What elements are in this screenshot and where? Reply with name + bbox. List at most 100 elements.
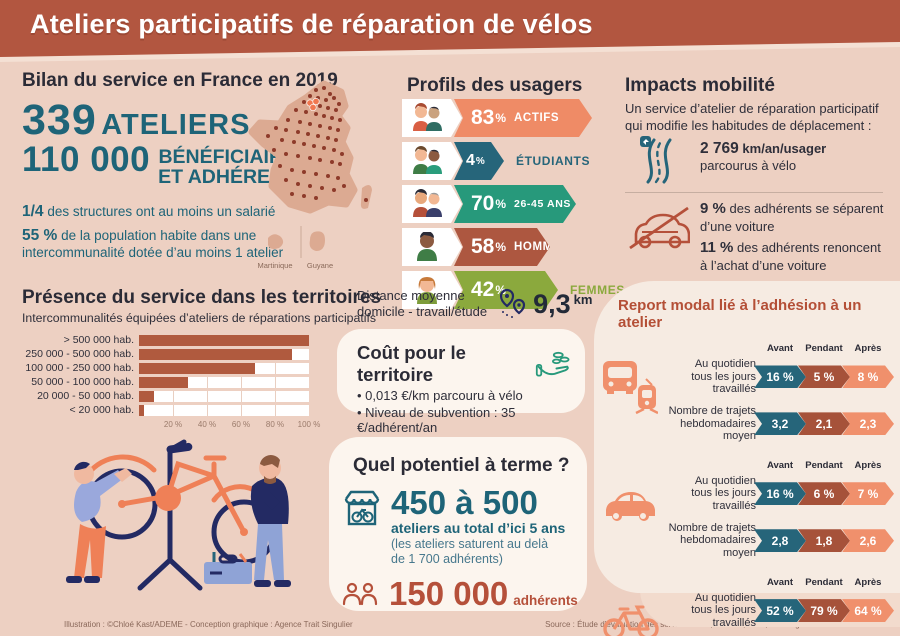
profil-unit: % — [475, 155, 485, 167]
page-title: Ateliers participatifs de réparation de … — [30, 9, 593, 39]
profil-bar-actifs: 83% ACTIFS — [454, 99, 592, 137]
profil-row-femmes: 42% FEMMES — [402, 271, 625, 309]
value-pendant: 5 % — [798, 365, 850, 388]
potentiel-stat1-label: ateliers au total d’ici 5 ans — [391, 520, 566, 537]
car-stat-2: 11 % des adhérents renoncent à l’achat d… — [700, 239, 890, 274]
profil-row-etudiants: 4% ÉTUDIANTS — [402, 142, 625, 180]
report-header-row: Avant Pendant Après — [660, 460, 894, 471]
report-row: Au quotidien tous les jours travaillés 1… — [660, 358, 894, 396]
presence-subtitle: Intercommunalités équipées d’ateliers de… — [22, 311, 377, 325]
fact-salarie-text: des structures ont au moins un salarié — [47, 204, 276, 219]
label-line1: Au quotidien — [694, 591, 756, 604]
hand-coins-icon — [536, 351, 570, 377]
impacts-intro: Un service d’atelier de réparation parti… — [625, 101, 879, 135]
stat-ateliers-label: ATELIERS — [101, 109, 251, 141]
chart-bar — [139, 334, 309, 346]
profils-rows: 83% ACTIFS 4% ÉTUDIANTS — [402, 99, 625, 314]
fact-salarie: 1/4 des structures ont au moins un salar… — [22, 202, 294, 221]
profil-row-hommes: 58% HOMMES — [402, 228, 625, 266]
profil-pill — [402, 142, 462, 180]
distance-label-line2: domicile - travail/étude — [357, 304, 488, 319]
value-pendant: 6 % — [798, 482, 850, 505]
value-apres: 8 % — [842, 365, 894, 388]
report-title: Report modal lié à l’adhésion à un ateli… — [618, 297, 862, 331]
profil-unit: % — [495, 197, 507, 211]
chart-row-label: 100 000 - 250 000 hab. — [25, 362, 134, 374]
value-pendant: 1,8 — [798, 529, 850, 552]
map-label-guyane: Guyane — [307, 261, 333, 270]
label-line2: tous les jours travaillés — [691, 604, 756, 629]
atelier-dots — [266, 86, 368, 202]
potentiel-note-line2: de 1 700 adhérents) — [391, 552, 503, 567]
chart-track — [139, 376, 309, 388]
chart-row-label: 250 000 - 500 000 hab. — [25, 348, 134, 360]
profil-unit: % — [495, 111, 507, 125]
bus-tram-icon — [603, 361, 658, 415]
x-tick: 100 % — [297, 420, 321, 429]
paris-cluster-marker — [306, 97, 320, 111]
chart-x-axis: 20 % 40 % 60 % 80 % 100 % — [139, 418, 320, 429]
profil-value: 83 — [471, 106, 495, 129]
profil-value: 42 — [471, 278, 495, 301]
col-header-apres: Après — [854, 576, 882, 588]
profil-label: FEMMES — [570, 283, 625, 297]
chart-track — [139, 348, 309, 360]
distance-label: Distance moyenne domicile - travail/étud… — [357, 288, 487, 319]
users-icon — [409, 189, 445, 219]
chart-row-label: 20 000 - 50 000 hab. — [37, 390, 134, 402]
value-avant: 16 % — [754, 365, 806, 388]
chart-track — [139, 362, 309, 374]
chart-row: 50 000 - 100 000 hab. — [22, 376, 309, 388]
bilan-title: Bilan du service en France en 2019 — [22, 70, 338, 91]
chart-row: 20 000 - 50 000 hab. — [22, 390, 309, 402]
chart-track — [139, 390, 309, 402]
col-header-pendant: Pendant — [805, 576, 843, 588]
potentiel-title: Quel potentiel à terme ? — [353, 455, 570, 476]
cout-title: Coût pour le territoire — [357, 342, 466, 385]
chart-track — [139, 334, 309, 346]
car-stats: 9 % des adhérents se séparent d’une voit… — [700, 200, 890, 274]
report-group-transit: Avant Pendant Après Au quotidien tous le… — [602, 343, 894, 443]
col-header-avant: Avant — [766, 459, 794, 471]
value-avant: 52 % — [754, 599, 806, 622]
report-row: Nombre de trajets hebdomadaires moyen 2,… — [660, 522, 894, 560]
bike-shop-icon — [344, 490, 380, 526]
presence-chart: > 500 000 hab. 250 000 - 500 000 hab. 10… — [22, 334, 320, 429]
profil-bar-hommes: 58% HOMMES — [454, 228, 550, 266]
map-pins-icon — [499, 288, 526, 318]
label-line1: Au quotidien — [694, 474, 756, 487]
cout-card: Coût pour le territoire 0,013 €/km parco… — [337, 329, 585, 435]
value-pendant: 79 % — [798, 599, 850, 622]
label-line1: Nombre de trajets — [668, 521, 756, 534]
chart-bar — [139, 390, 155, 402]
distance-block: Distance moyenne domicile - travail/étud… — [357, 288, 592, 320]
profil-value: 4 — [466, 152, 475, 169]
fact-population-value: 55 % — [22, 227, 58, 244]
chart-bar — [139, 348, 292, 360]
impacts-divider — [625, 192, 883, 193]
chart-track — [139, 404, 309, 416]
distance-unit: km — [573, 291, 593, 307]
profil-label: 26-45 ANS — [514, 198, 571, 210]
label-line1: Au quotidien — [694, 358, 756, 370]
profil-value: 70 — [471, 192, 495, 215]
profil-unit: % — [495, 240, 507, 254]
fact-population-text: de la population habite dans une interco… — [22, 228, 284, 261]
report-row-label: Au quotidien tous les jours travaillés — [660, 358, 756, 396]
fact-salarie-value: 1/4 — [22, 203, 44, 220]
report-row-label: Nombre de trajets hebdomadaires moyen — [660, 405, 756, 443]
profil-value: 58 — [471, 235, 495, 258]
members-group-icon — [342, 583, 378, 606]
profils-title: Profils des usagers — [407, 75, 583, 96]
profil-label: ACTIFS — [514, 112, 560, 124]
chart-row-label: < 20 000 hab. — [69, 404, 134, 416]
km-unit: km/an/usager — [742, 141, 827, 156]
cout-bullet-1: 0,013 €/km parcouru à vélo — [357, 388, 585, 403]
x-tick: 60 % — [231, 420, 251, 429]
map-label-martinique: Martinique — [257, 261, 292, 270]
profil-label: HOMMES — [514, 241, 570, 253]
chart-bar — [139, 404, 145, 416]
profil-unit: % — [495, 283, 507, 297]
value-apres: 2,3 — [842, 412, 894, 435]
label-line1: Nombre de trajets — [668, 404, 756, 417]
